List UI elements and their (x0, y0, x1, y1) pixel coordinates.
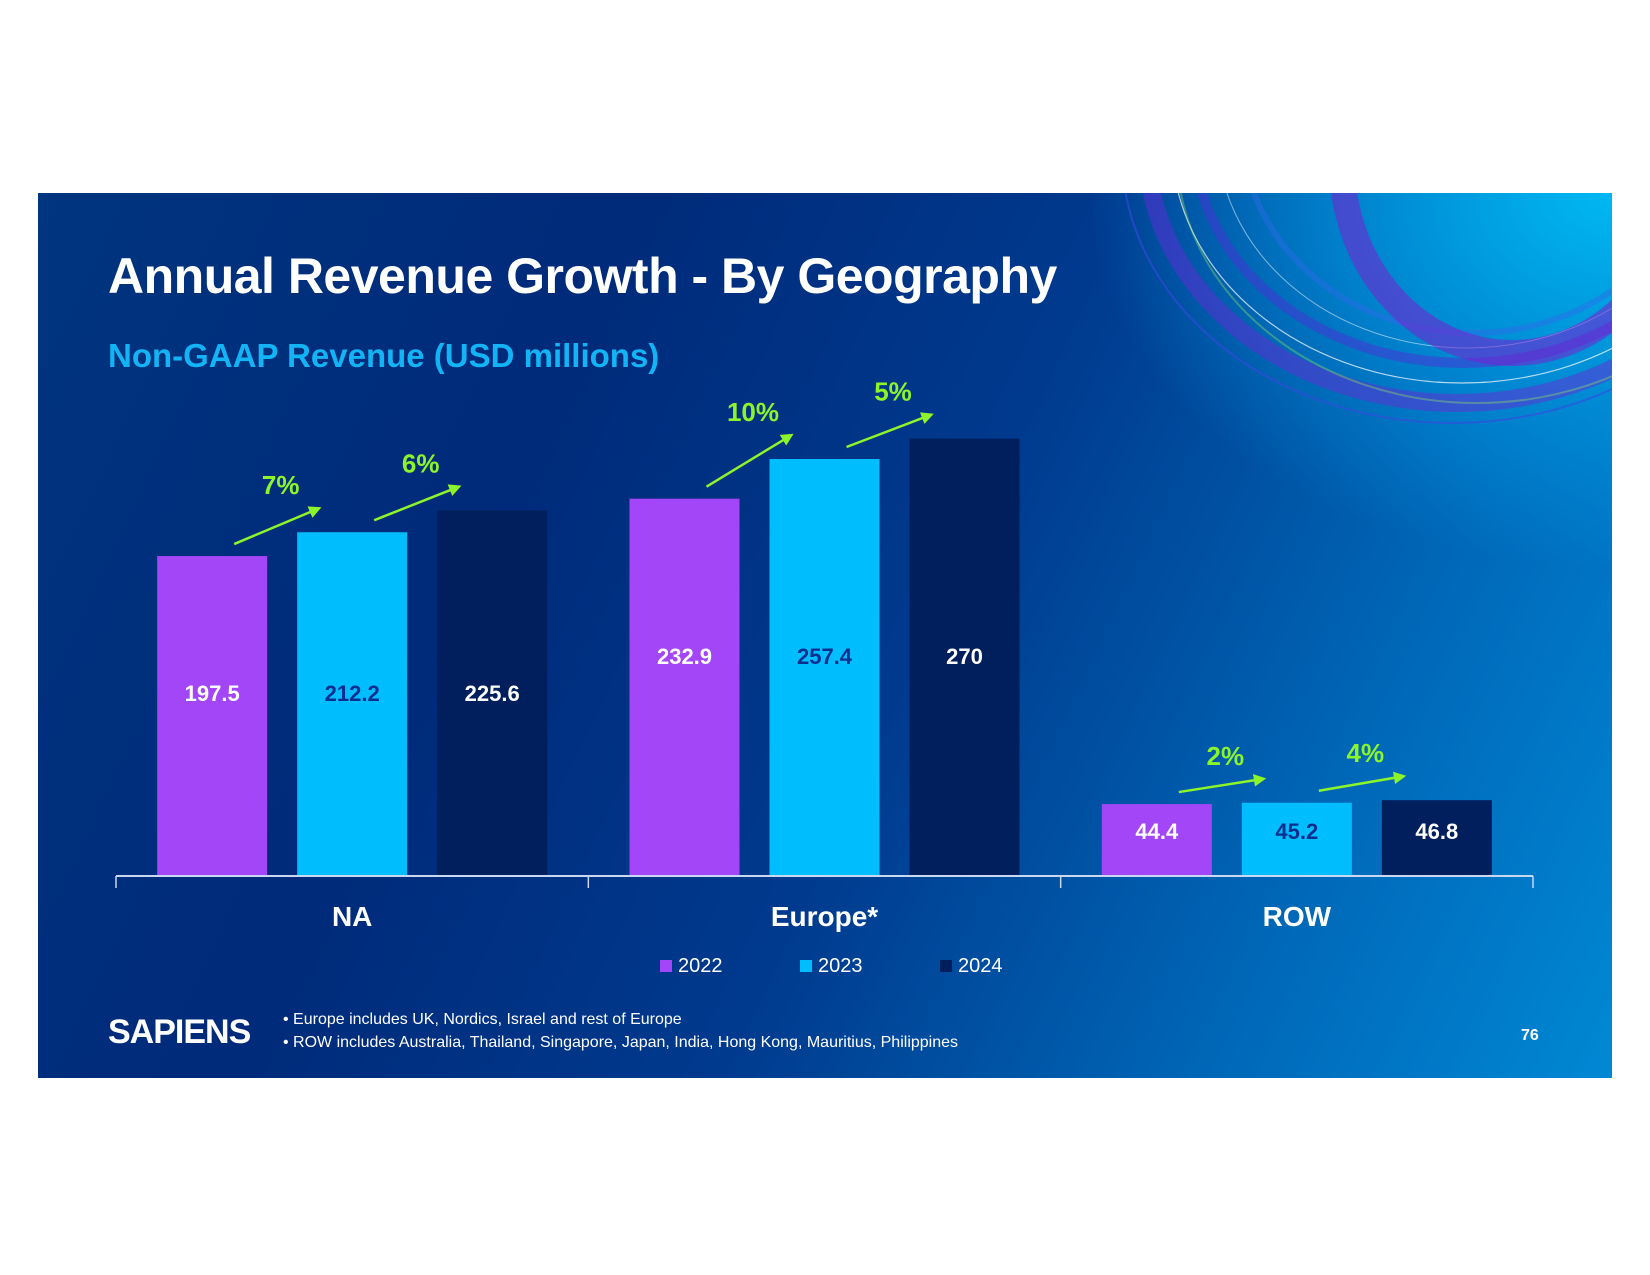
bar-value-label: 197.5 (185, 681, 240, 706)
growth-label: 10% (727, 397, 779, 427)
bars-layer: 197.5 212.2 225.6 232.9 257.4 270 44.4 45.2 46.8 (157, 438, 1492, 876)
growth-arrow (705, 433, 794, 488)
growth-arrow (1318, 771, 1407, 793)
decorative-swirl-graphic (1124, 193, 1612, 424)
growth-arrow (233, 506, 322, 546)
category-label-europe: Europe* (771, 901, 878, 932)
growth-label: 7% (262, 470, 300, 500)
bar-chart: 197.5 212.2 225.6 232.9 257.4 270 44.4 45.2 46.8… (115, 377, 1534, 977)
bar-europe-2022 (629, 498, 740, 876)
footnote-europe: Europe includes UK, Nordics, Israel and … (283, 1008, 958, 1031)
footnote-row: ROW includes Australia, Thailand, Singap… (283, 1031, 958, 1054)
bar-europe-2024 (909, 438, 1020, 876)
bar-na-2024 (437, 510, 548, 876)
growth-label: 4% (1347, 738, 1385, 768)
bar-value-label: 270 (946, 644, 983, 669)
growth-label: 2% (1207, 741, 1245, 771)
category-label-row: ROW (1263, 901, 1332, 932)
sapiens-logo: SAPIENS (108, 1013, 251, 1051)
growth-arrow (846, 412, 934, 449)
legend-label-2024: 2024 (958, 955, 1003, 977)
growth-arrows-layer: 7% 6% 10% 5% 2% 4% (233, 377, 1407, 794)
bar-row-2023 (1241, 802, 1352, 876)
footnotes: Europe includes UK, Nordics, Israel and … (283, 1008, 958, 1054)
legend-swatch-2023 (800, 960, 812, 972)
slide-subtitle: Non-GAAP Revenue (USD millions) (108, 337, 660, 374)
growth-label: 5% (874, 377, 912, 407)
bar-value-label: 225.6 (465, 681, 520, 706)
bar-value-label: 45.2 (1275, 819, 1318, 844)
legend-label-2022: 2022 (678, 955, 723, 977)
bar-value-label: 257.4 (797, 644, 853, 669)
page-number: 76 (1521, 1027, 1539, 1044)
bar-value-label: 232.9 (657, 644, 712, 669)
bar-value-label: 46.8 (1415, 819, 1458, 844)
growth-label: 6% (402, 449, 440, 479)
slide-title: Annual Revenue Growth - By Geography (108, 248, 1057, 304)
legend-swatch-2022 (660, 960, 672, 972)
legend-swatch-2024 (940, 960, 952, 972)
bar-value-label: 44.4 (1135, 819, 1179, 844)
bar-row-2024 (1381, 800, 1492, 876)
slide: Annual Revenue Growth - By Geography Non… (38, 193, 1612, 1078)
growth-arrow (1178, 774, 1267, 794)
legend: 2022 2023 2024 (660, 955, 1003, 977)
bar-na-2023 (297, 532, 408, 876)
bar-value-label: 212.2 (325, 681, 380, 706)
x-axis: NA Europe* ROW (115, 875, 1534, 932)
category-label-na: NA (332, 901, 372, 932)
growth-arrow (373, 484, 462, 522)
legend-label-2023: 2023 (818, 955, 863, 977)
bar-europe-2023 (769, 459, 880, 876)
bar-row-2022 (1101, 804, 1212, 876)
bar-na-2022 (157, 556, 268, 876)
